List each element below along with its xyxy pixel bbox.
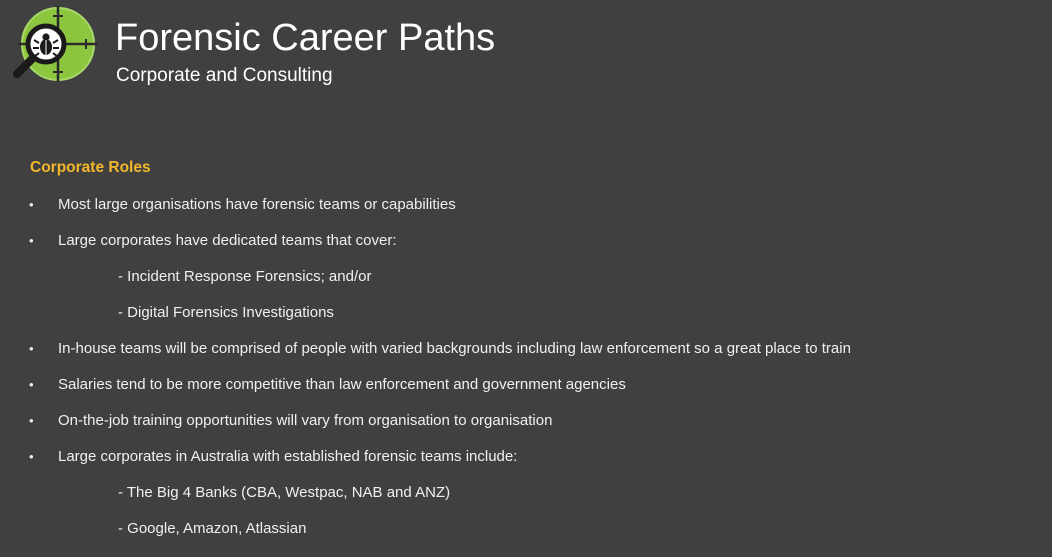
bullet-marker: • bbox=[29, 341, 34, 356]
sub-list-item: - Google, Amazon, Atlassian bbox=[0, 519, 1052, 555]
list-item-text: Large corporates in Australia with estab… bbox=[58, 448, 518, 465]
bullet-marker: • bbox=[29, 197, 34, 212]
page-title: Forensic Career Paths bbox=[115, 17, 496, 59]
bullet-marker: • bbox=[29, 449, 34, 464]
sub-list-item: - Digital Forensics Investigations bbox=[0, 303, 1052, 339]
list-item-text: Salaries tend to be more competitive tha… bbox=[58, 376, 626, 393]
list-item-text: In-house teams will be comprised of peop… bbox=[58, 340, 851, 357]
list-item-text: Large corporates have dedicated teams th… bbox=[58, 232, 397, 249]
bullet-marker: • bbox=[29, 413, 34, 428]
list-item-text: - Google, Amazon, Atlassian bbox=[118, 520, 307, 537]
bullet-list-item: • Most large organisations have forensic … bbox=[0, 195, 1052, 231]
list-item-text: - Digital Forensics Investigations bbox=[118, 304, 334, 321]
list-item-text: - Incident Response Forensics; and/or bbox=[118, 268, 372, 285]
sub-list-item: - Incident Response Forensics; and/or bbox=[0, 267, 1052, 303]
list-item-text: On-the-job training opportunities will v… bbox=[58, 412, 553, 429]
content-list: • Most large organisations have forensic … bbox=[0, 195, 1052, 555]
page-subtitle: Corporate and Consulting bbox=[116, 65, 333, 86]
section-heading: Corporate Roles bbox=[30, 159, 151, 176]
bullet-list-item: • In-house teams will be comprised of peo… bbox=[0, 339, 1052, 375]
bullet-list-item: • Large corporates have dedicated teams t… bbox=[0, 231, 1052, 267]
bullet-list-item: • Salaries tend to be more competitive th… bbox=[0, 375, 1052, 411]
bullet-list-item: • Large corporates in Australia with esta… bbox=[0, 447, 1052, 483]
bullet-list-item: • On-the-job training opportunities will … bbox=[0, 411, 1052, 447]
bullet-marker: • bbox=[29, 233, 34, 248]
list-item-text: Most large organisations have forensic t… bbox=[58, 196, 456, 213]
bullet-marker: • bbox=[29, 377, 34, 392]
magnifier-bug-icon bbox=[13, 6, 98, 82]
list-item-text: - The Big 4 Banks (CBA, Westpac, NAB and… bbox=[118, 484, 451, 501]
sub-list-item: - The Big 4 Banks (CBA, Westpac, NAB and… bbox=[0, 483, 1052, 519]
